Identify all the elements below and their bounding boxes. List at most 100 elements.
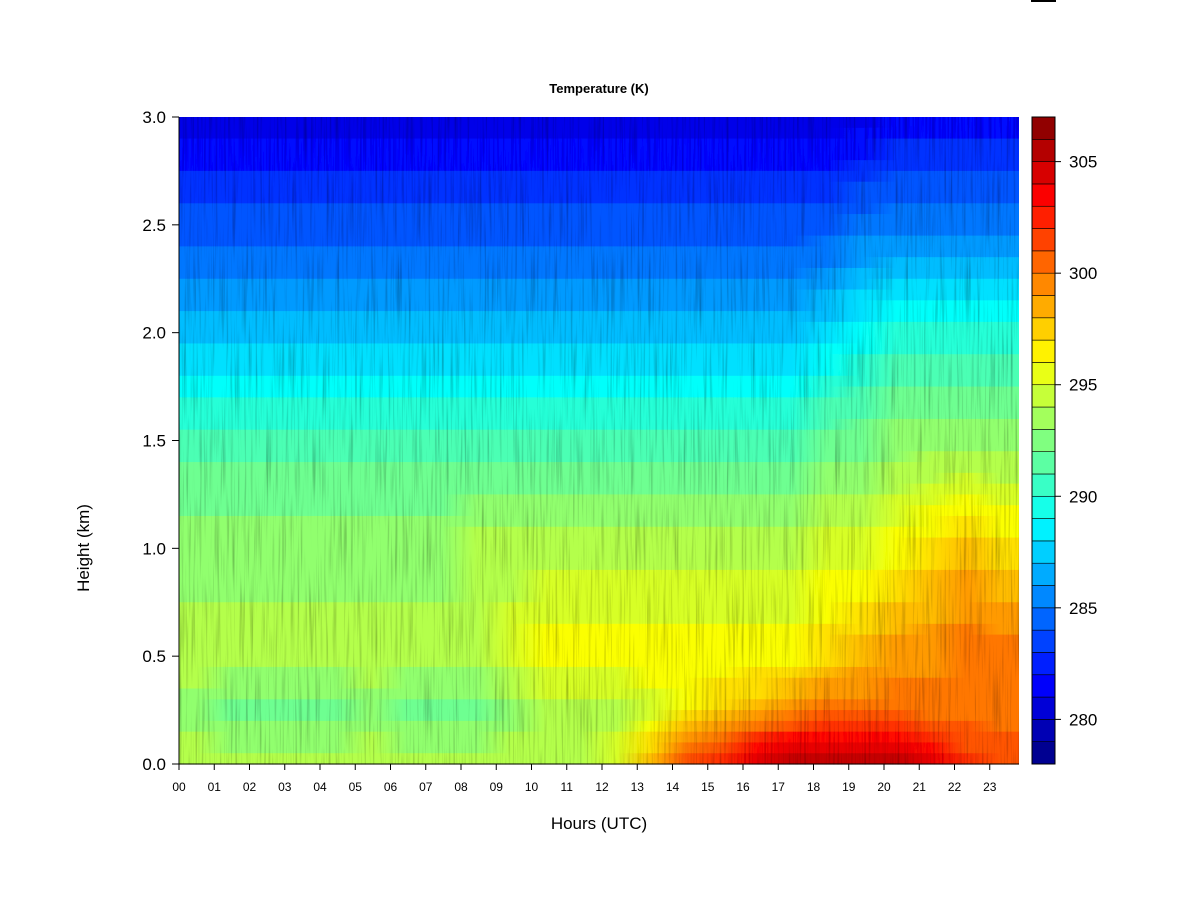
x-tick-label: 00 [172, 780, 186, 794]
y-tick-label: 2.5 [142, 216, 166, 235]
heatmap-band [179, 149, 1019, 161]
x-tick-label: 21 [913, 780, 927, 794]
heatmap-band [179, 699, 1019, 711]
heatmap-band [179, 645, 1019, 657]
colorbar-swatch [1031, 719, 1056, 742]
colorbar-swatch [1031, 540, 1056, 564]
x-tick-label: 02 [243, 780, 257, 794]
colorbar-swatch [1031, 674, 1056, 698]
colorbar-swatch [1031, 473, 1056, 497]
x-tick-label: 16 [736, 780, 750, 794]
colorbar-swatch [1031, 272, 1056, 296]
x-tick-label: 05 [349, 780, 363, 794]
colorbar: 280 285 290 295 300 305 [1031, 116, 1097, 765]
x-tick-label: 10 [525, 780, 539, 794]
colorbar-swatch [1031, 585, 1056, 609]
colorbar-swatch [1031, 228, 1056, 252]
heatmap-band [179, 354, 1019, 366]
x-tick-label: 01 [208, 780, 222, 794]
y-tick-label: 2.0 [142, 324, 166, 343]
heatmap-band [179, 688, 1019, 700]
heatmap-band [179, 365, 1019, 377]
heatmap-band [179, 138, 1019, 150]
y-tick-label: 1.0 [142, 539, 166, 558]
heatmap-band [179, 623, 1019, 636]
x-tick-label: 12 [595, 780, 609, 794]
colorbar-swatch [1031, 696, 1056, 720]
colorbar-swatch [1031, 139, 1056, 162]
y-axis-label: Height (km) [74, 504, 93, 592]
colorbar-swatch [1031, 161, 1056, 185]
x-axis: 00 01 02 03 04 05 06 07 08 09 10 11 12 13 14 15 16 17 18 19… [172, 763, 1019, 794]
heatmap-band [179, 311, 1019, 323]
x-tick-label: 04 [313, 780, 327, 794]
colorbar-swatch [1031, 183, 1056, 207]
heatmap-band [179, 526, 1019, 539]
heatmap-band [179, 214, 1019, 226]
heatmap-band [179, 289, 1019, 301]
colorbar-swatch [1031, 317, 1056, 341]
heatmap-band [179, 634, 1019, 646]
heatmap-band [179, 397, 1019, 409]
heatmap-band [179, 267, 1019, 280]
heatmap-band [179, 720, 1019, 733]
heatmap-band [179, 117, 1019, 129]
heatmap-band [179, 170, 1019, 183]
heatmap-band [179, 548, 1019, 560]
colorbar-swatch [1031, 339, 1056, 363]
y-tick-label: 3.0 [142, 108, 166, 127]
heatmap-band [179, 462, 1019, 474]
x-tick-label: 03 [278, 780, 292, 794]
heatmap-band [179, 257, 1019, 269]
heatmap-band [179, 127, 1019, 140]
heatmap-band [179, 181, 1019, 194]
x-tick-label: 20 [877, 780, 891, 794]
colorbar-swatch [1031, 741, 1056, 765]
colorbar-swatch [1031, 362, 1056, 386]
heatmap-band [179, 505, 1019, 517]
heatmap-band [179, 472, 1019, 485]
colorbar-swatch [1031, 384, 1056, 408]
x-tick-label: 11 [561, 780, 574, 794]
colorbar-tick-label: 300 [1069, 264, 1097, 283]
x-tick-label: 06 [384, 780, 398, 794]
heatmap-band [179, 375, 1019, 388]
heatmap-band [179, 515, 1019, 528]
heatmap-band [179, 246, 1019, 258]
heatmap-band [179, 710, 1019, 722]
x-tick-label: 17 [772, 780, 786, 794]
colorbar-swatch [1031, 607, 1056, 631]
colorbar-swatch [1031, 652, 1056, 676]
heatmap-band [179, 160, 1019, 172]
colorbar-tick-label: 295 [1069, 376, 1097, 395]
heatmap-band [179, 602, 1019, 614]
y-axis: 0.0 0.5 1.0 1.5 2.0 2.5 3.0 [142, 108, 180, 774]
heatmap-band [179, 418, 1019, 431]
x-tick-label: 08 [454, 780, 468, 794]
colorbar-frame [1031, 116, 1056, 765]
colorbar-swatch [1031, 629, 1056, 653]
heatmap-band [179, 753, 1019, 765]
x-tick-label: 22 [948, 780, 962, 794]
heatmap-band [179, 559, 1019, 571]
heatmap-band [179, 429, 1019, 442]
heatmap-cells [179, 117, 1019, 765]
heatmap-band [179, 742, 1019, 754]
heatmap-band [179, 666, 1019, 679]
heatmap-band [179, 731, 1019, 744]
heatmap-band [179, 235, 1019, 247]
heatmap-band [179, 451, 1019, 463]
colorbar-swatch [1031, 406, 1056, 430]
colorbar-swatch [1031, 116, 1056, 140]
colorbar-swatch [1031, 495, 1056, 519]
x-tick-label: 14 [666, 780, 680, 794]
colorbar-tick-label: 290 [1069, 487, 1097, 506]
heatmap-band [179, 300, 1019, 312]
colorbar-swatch [1031, 518, 1056, 542]
x-tick-label: 18 [807, 780, 821, 794]
heatmap-band [179, 332, 1019, 345]
heatmap-field [179, 117, 1019, 765]
heatmap-band [179, 278, 1019, 291]
